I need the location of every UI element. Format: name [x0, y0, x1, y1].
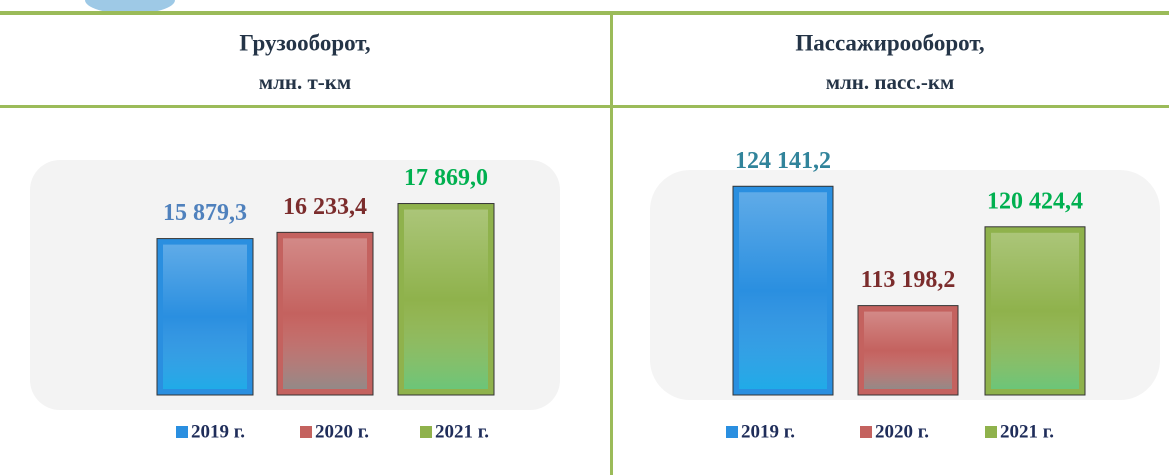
value-label: 17 869,0 [404, 165, 488, 191]
top-border [0, 11, 1169, 15]
legend-swatch [726, 426, 738, 438]
value-label: 15 879,3 [163, 200, 247, 226]
divider [610, 15, 613, 475]
header-border [0, 105, 1169, 108]
legend-swatch [176, 426, 188, 438]
value-label: 124 141,2 [735, 148, 831, 174]
value-label: 113 198,2 [861, 267, 956, 293]
legend-label: 2019 г. [741, 421, 795, 442]
legend-swatch [860, 426, 872, 438]
bar-shine [864, 311, 952, 389]
bar-shine [163, 244, 247, 389]
legend-label: 2020 г. [315, 421, 369, 442]
chart-title: Грузооборот, [239, 30, 370, 55]
chart-subtitle: млн. т-км [259, 70, 351, 94]
bar-shine [404, 209, 488, 389]
chart-subtitle: млн. пасс.-км [826, 70, 955, 94]
legend-swatch [420, 426, 432, 438]
charts: Грузооборот, млн. т-км 15 879,3 2019 г. 16 2… [156, 30, 1086, 442]
bar-shine [283, 238, 367, 389]
legend-label: 2019 г. [191, 421, 245, 442]
legend-swatch [300, 426, 312, 438]
legend-swatch [985, 426, 997, 438]
value-label: 120 424,4 [987, 188, 1083, 214]
bar-shine [991, 232, 1079, 389]
legend-label: 2020 г. [875, 421, 929, 442]
legend-label: 2021 г. [1000, 421, 1054, 442]
chart-title: Пассажирооборот, [795, 30, 984, 55]
bar-shine [739, 192, 827, 389]
logo [85, 0, 175, 14]
legend-label: 2021 г. [435, 421, 489, 442]
value-label: 16 233,4 [283, 194, 367, 220]
